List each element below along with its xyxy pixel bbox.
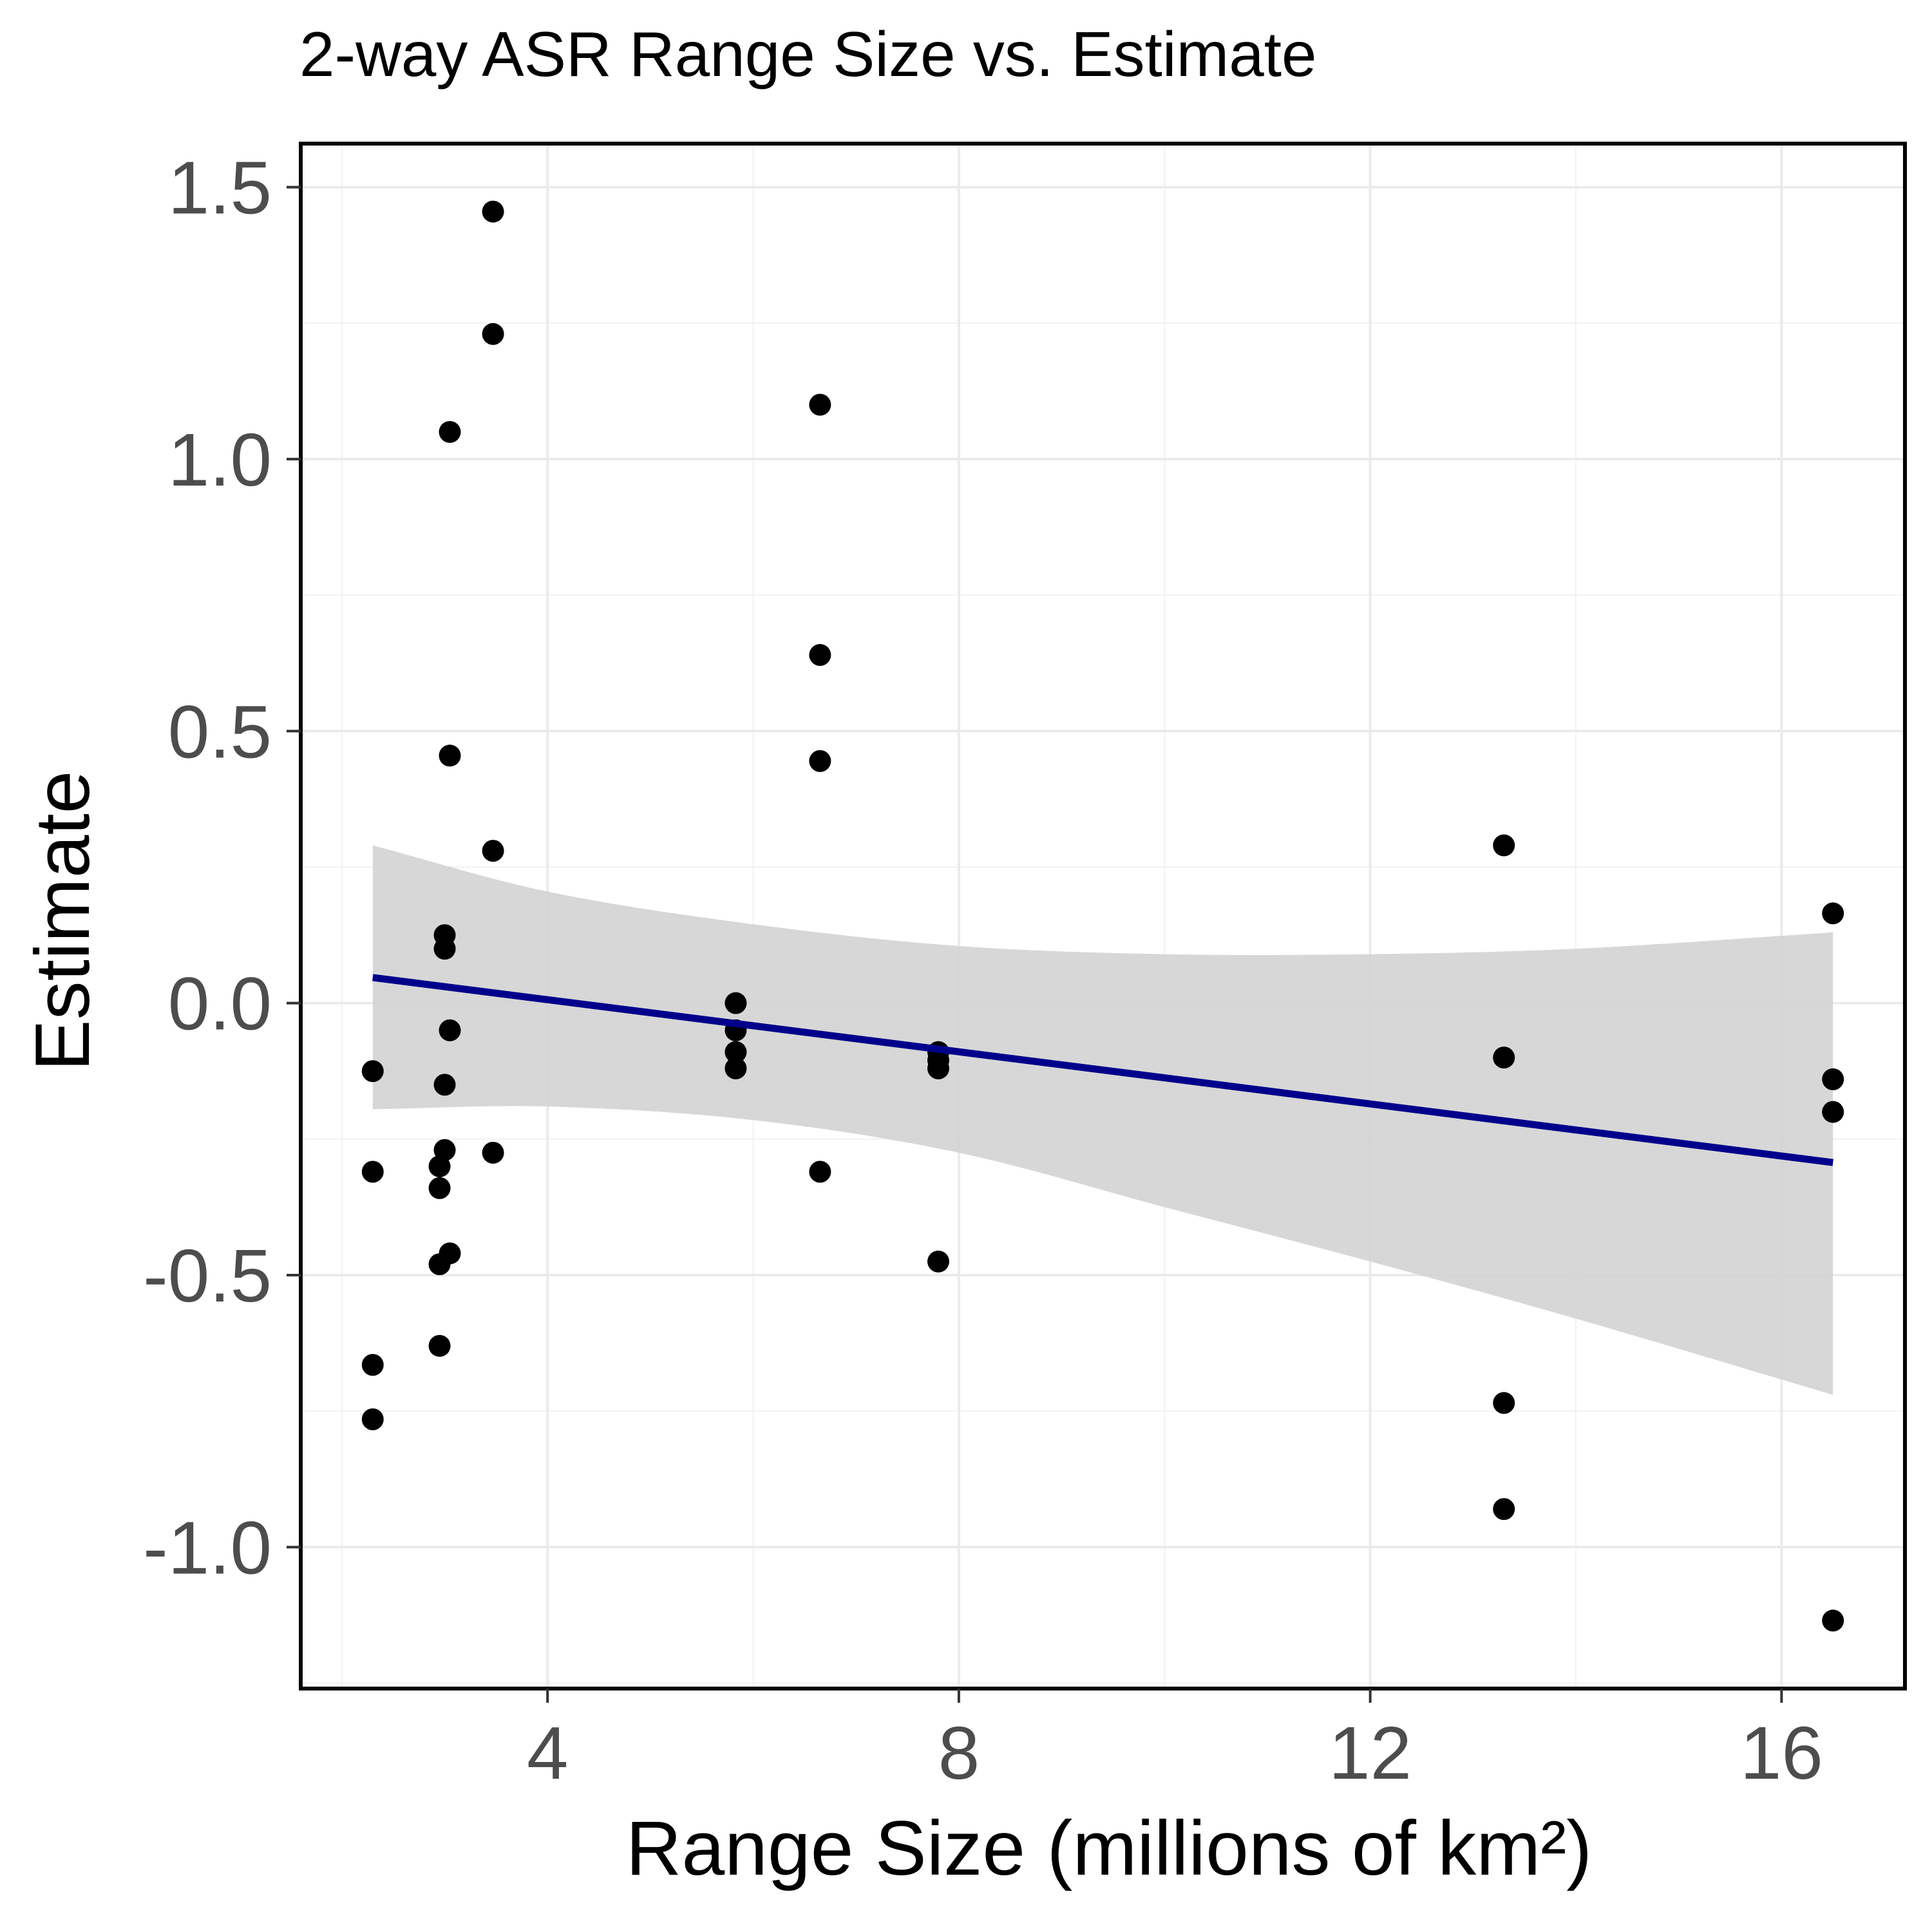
y-tick-label: 1.5 — [168, 146, 272, 230]
chart-title: 2-way ASR Range Size vs. Estimate — [299, 19, 1317, 90]
data-point — [809, 750, 831, 772]
data-point — [724, 1041, 747, 1063]
data-point — [927, 1057, 950, 1080]
data-point — [433, 938, 456, 960]
data-point — [439, 1019, 461, 1041]
data-point — [433, 1074, 456, 1096]
data-point — [433, 1139, 456, 1161]
data-point — [1822, 1101, 1844, 1123]
y-tick-label: -0.5 — [143, 1234, 272, 1318]
y-tick-label: 1.0 — [168, 418, 272, 502]
x-tick-label: 12 — [1329, 1711, 1412, 1795]
data-point — [809, 393, 831, 416]
data-point — [361, 1060, 384, 1083]
data-point — [1493, 1392, 1515, 1414]
data-point — [482, 200, 504, 223]
data-point — [361, 1408, 384, 1430]
regression-line — [372, 974, 1833, 1166]
confidence-band — [372, 845, 1833, 1395]
y-axis-title: Estimate — [19, 771, 106, 1072]
data-point — [428, 1334, 451, 1357]
data-points — [361, 200, 1844, 1632]
data-point — [1822, 902, 1844, 925]
data-point — [809, 1160, 831, 1183]
data-point — [1493, 1046, 1515, 1069]
data-point — [439, 421, 461, 443]
plot-panel-border — [299, 142, 1907, 1690]
data-point — [361, 1354, 384, 1376]
data-point — [1493, 1498, 1515, 1520]
data-point — [724, 1057, 747, 1080]
data-point — [439, 744, 461, 767]
data-point — [482, 323, 504, 345]
data-point — [1822, 1068, 1844, 1090]
y-tick-label: 0.0 — [168, 962, 272, 1046]
data-point — [439, 1242, 461, 1265]
data-point — [724, 992, 747, 1014]
minor-gridlines — [301, 144, 1905, 1689]
y-axis-ticks: -1.0 -0.5 0.0 0.5 1.0 1.5 — [143, 146, 301, 1589]
data-point — [482, 840, 504, 862]
y-tick-label: 0.5 — [168, 690, 272, 773]
x-tick-label: 8 — [938, 1711, 980, 1795]
x-axis-title: Range Size (millions of km²) — [626, 1805, 1592, 1891]
x-axis-ticks: 4 8 12 16 — [527, 1689, 1823, 1795]
data-point — [809, 644, 831, 667]
data-point — [927, 1250, 950, 1273]
data-point — [482, 1141, 504, 1164]
y-tick-label: -1.0 — [143, 1506, 272, 1589]
data-point — [1493, 834, 1515, 857]
data-point — [1822, 1609, 1844, 1632]
data-point — [361, 1160, 384, 1183]
x-tick-label: 4 — [527, 1711, 569, 1795]
x-tick-label: 16 — [1740, 1711, 1823, 1795]
data-point — [428, 1177, 451, 1199]
